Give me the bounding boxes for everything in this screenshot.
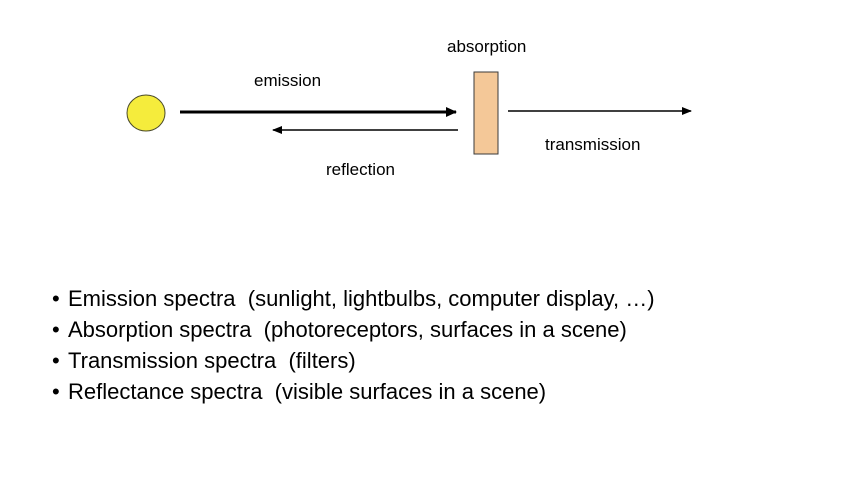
emission-label: emission — [254, 71, 321, 90]
bullet-term: Absorption spectra — [68, 317, 252, 342]
bullet-item-emission: • Emission spectra (sunlight, lightbulbs… — [52, 283, 655, 314]
bullet-detail: (photoreceptors, surfaces in a scene) — [263, 317, 627, 342]
bullet-detail: (filters) — [288, 348, 356, 373]
bullet-dot: • — [52, 348, 60, 373]
spectra-bullet-list: • Emission spectra (sunlight, lightbulbs… — [52, 283, 655, 407]
bullet-item-absorption: • Absorption spectra (photoreceptors, su… — [52, 314, 655, 345]
absorption-label: absorption — [447, 37, 526, 56]
transmission-label: transmission — [545, 135, 640, 154]
bullet-dot: • — [52, 317, 60, 342]
light-source-icon — [126, 94, 166, 132]
bullet-term: Emission spectra — [68, 286, 236, 311]
light-interaction-diagram: absorption emission reflection transmiss… — [126, 37, 692, 179]
bullet-detail: (sunlight, lightbulbs, computer display,… — [247, 286, 655, 311]
bullet-term: Reflectance spectra — [68, 379, 263, 404]
absorbing-surface — [473, 71, 499, 155]
bullet-item-reflectance: • Reflectance spectra (visible surfaces … — [52, 376, 655, 407]
bullet-term: Transmission spectra — [68, 348, 277, 373]
bullet-item-transmission: • Transmission spectra (filters) — [52, 345, 655, 376]
reflection-label: reflection — [326, 160, 395, 179]
bullet-dot: • — [52, 379, 60, 404]
bullet-dot: • — [52, 286, 60, 311]
bullet-detail: (visible surfaces in a scene) — [274, 379, 547, 404]
